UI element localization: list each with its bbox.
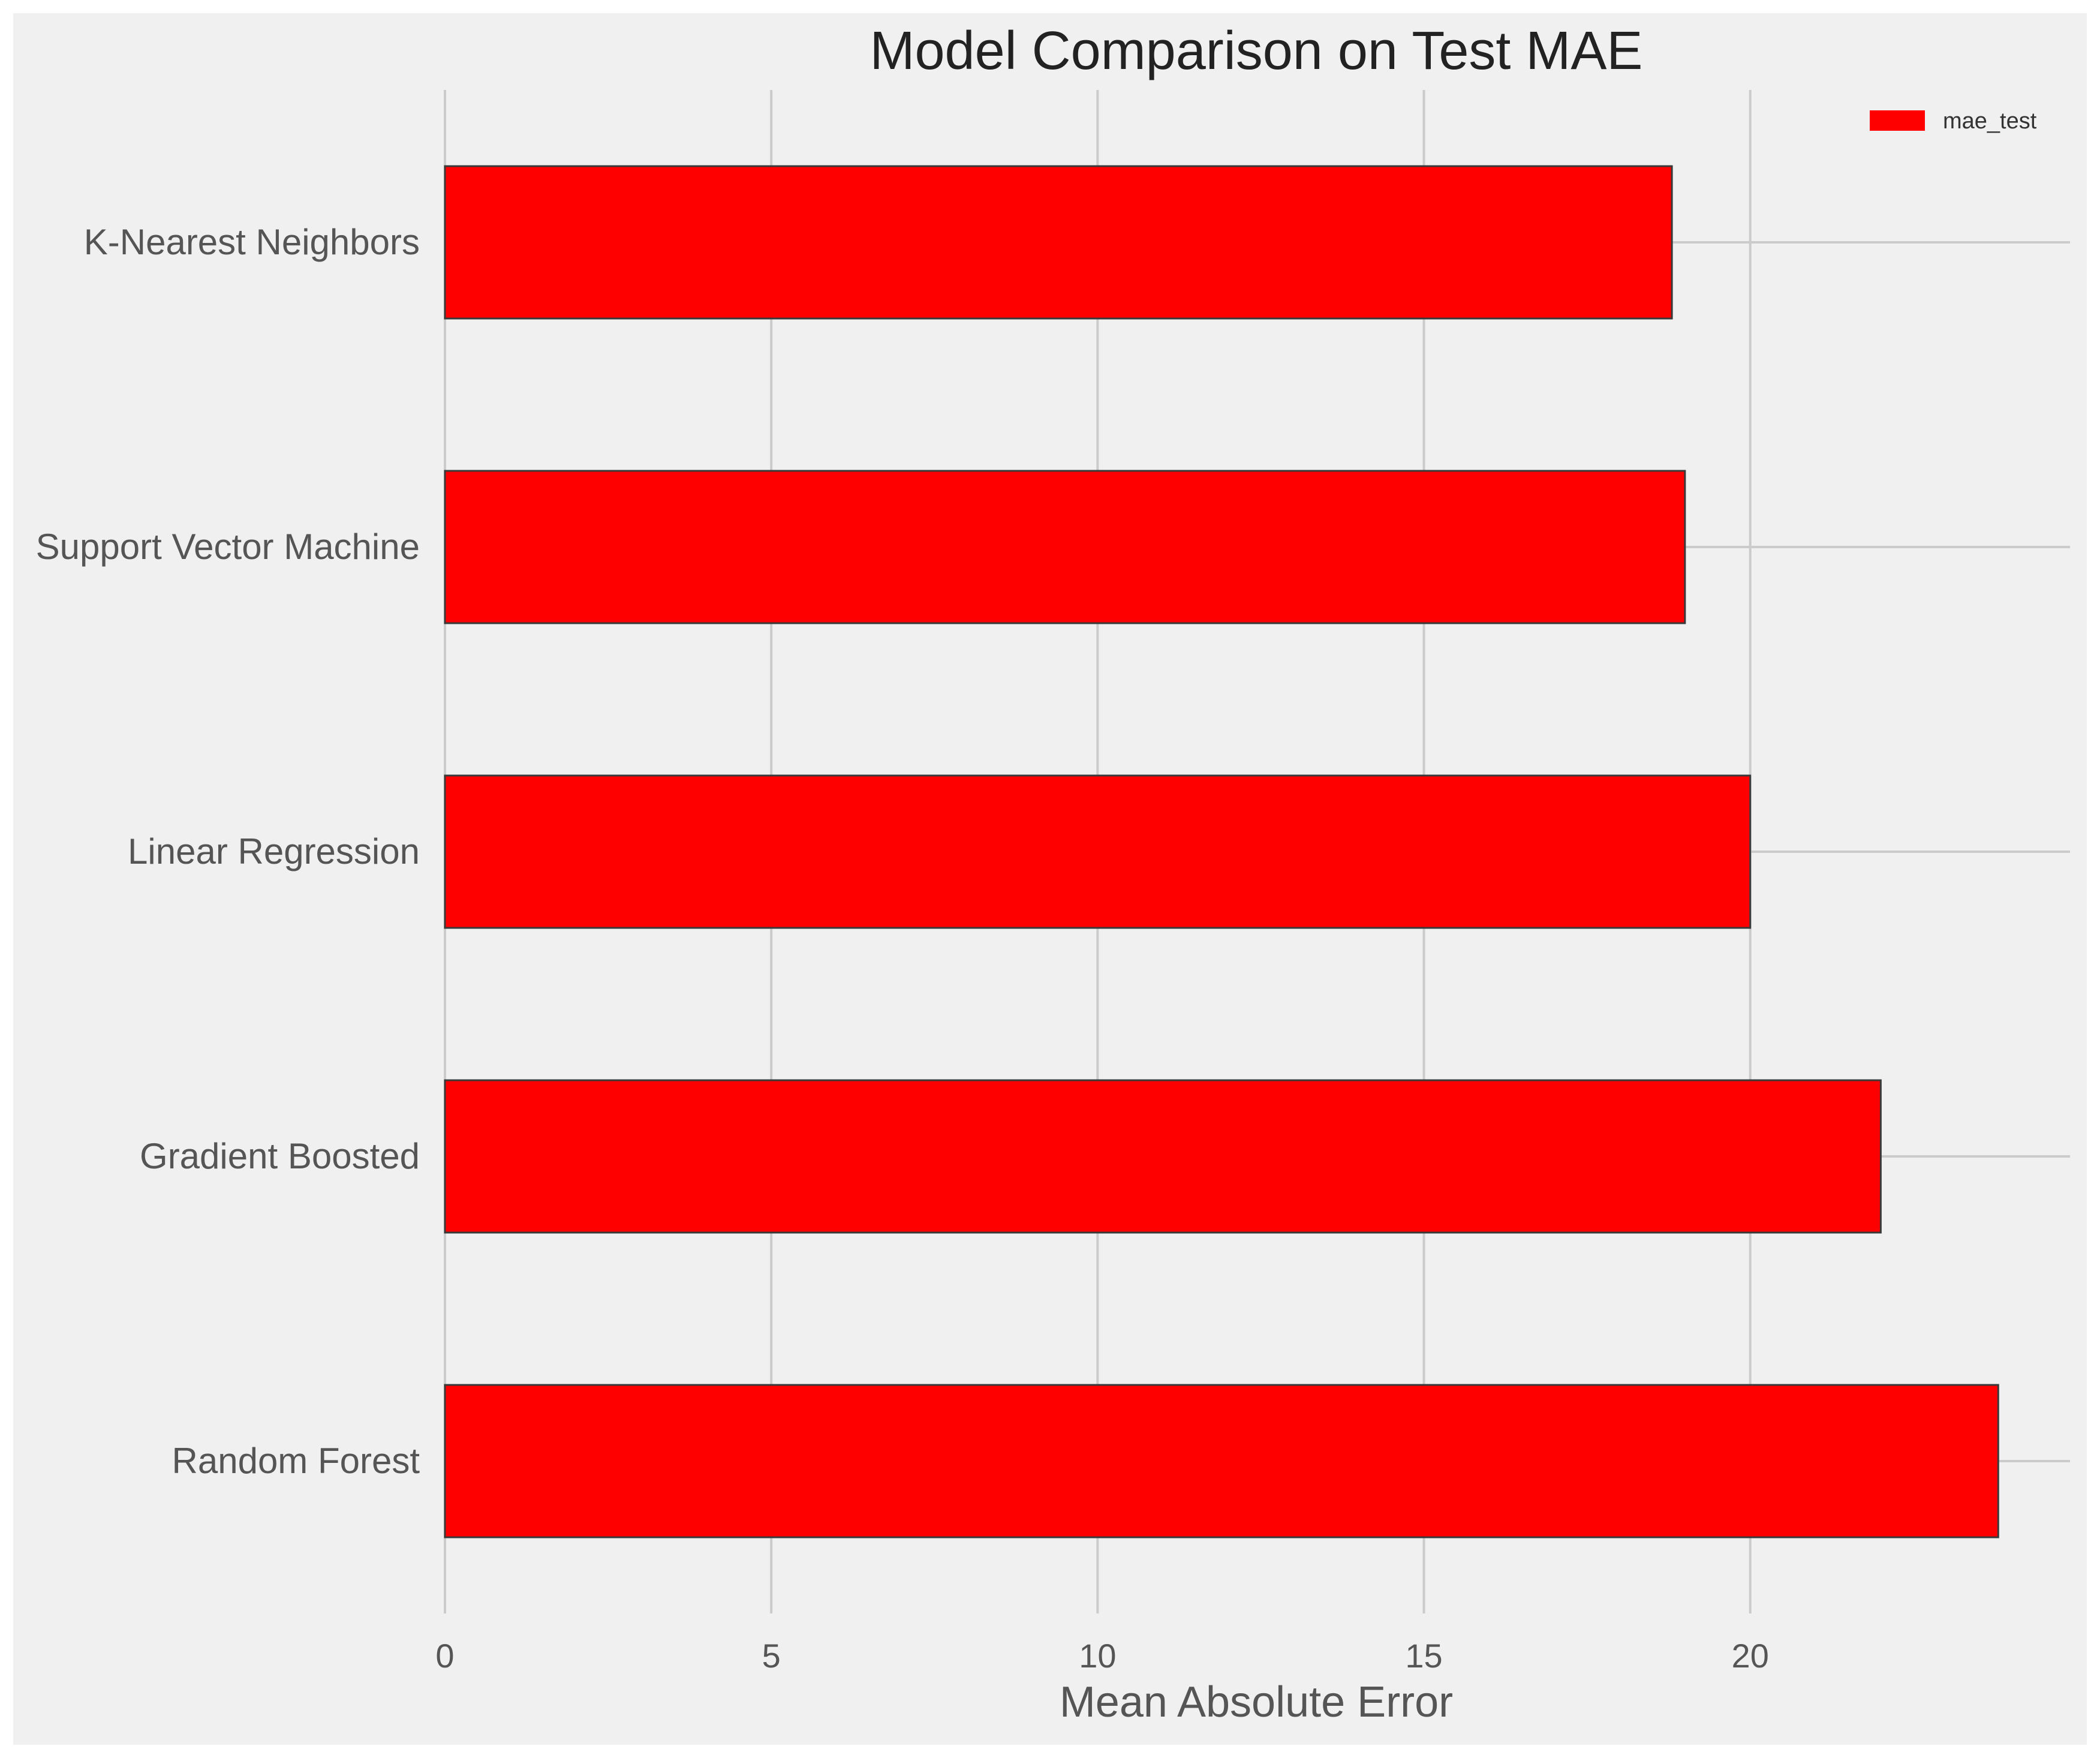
bar bbox=[444, 1079, 1882, 1234]
category-label: Random Forest bbox=[172, 1441, 420, 1481]
category-labels: K-Nearest Neighbors Support Vector Machin… bbox=[36, 222, 420, 1481]
bar bbox=[444, 1384, 1999, 1538]
x-tick-label: 5 bbox=[762, 1637, 781, 1675]
x-tick-label: 10 bbox=[1079, 1637, 1116, 1675]
legend: mae_test bbox=[1870, 109, 2037, 134]
x-tick-label: 20 bbox=[1732, 1637, 1769, 1675]
legend-swatch bbox=[1870, 110, 1925, 131]
chart-title: Model Comparison on Test MAE bbox=[870, 21, 1643, 81]
bar bbox=[444, 165, 1673, 320]
x-tick-label: 0 bbox=[435, 1637, 454, 1675]
bar bbox=[444, 470, 1686, 624]
x-tick-label: 15 bbox=[1405, 1637, 1442, 1675]
category-label: Support Vector Machine bbox=[36, 527, 420, 567]
x-axis-title: Mean Absolute Error bbox=[1060, 1678, 1453, 1726]
category-label: K-Nearest Neighbors bbox=[84, 222, 420, 262]
bar bbox=[444, 774, 1752, 929]
bars bbox=[444, 165, 1999, 1538]
category-label: Linear Regression bbox=[128, 831, 420, 872]
legend-label: mae_test bbox=[1943, 109, 2037, 134]
category-label: Gradient Boosted bbox=[140, 1136, 420, 1176]
x-tick-labels: 0 5 10 15 20 bbox=[435, 1637, 1768, 1675]
